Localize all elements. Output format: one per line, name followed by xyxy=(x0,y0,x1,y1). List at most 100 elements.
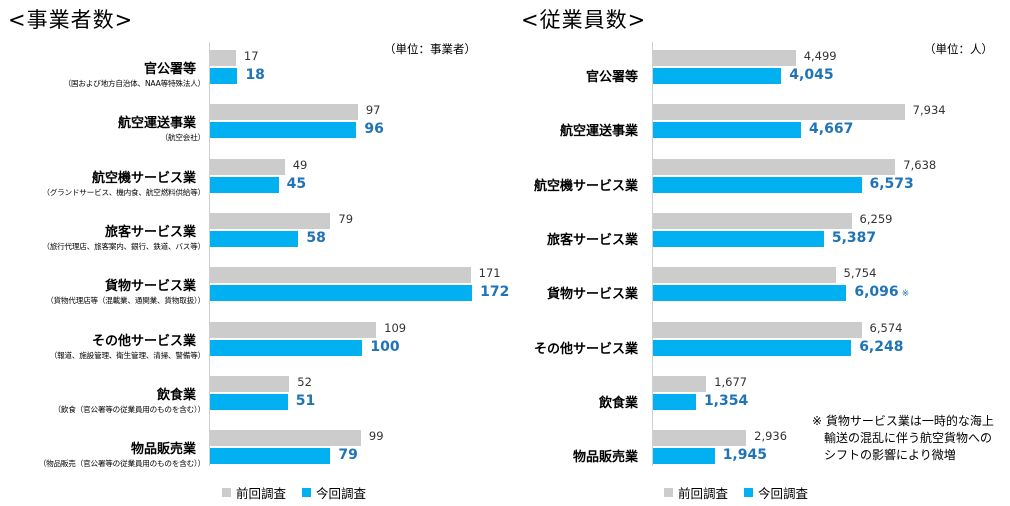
category-label: 物品販売業 xyxy=(572,450,638,466)
data-label-curr: 79 xyxy=(338,447,358,464)
data-label-curr: 6,096 ※ xyxy=(854,284,910,301)
left-chart-title: <事業者数> xyxy=(8,8,134,32)
data-label-prev: 5,754 xyxy=(843,266,877,281)
data-label-prev: 97 xyxy=(365,103,381,118)
left-legend: 前回調査 今回調査 xyxy=(222,483,382,502)
category-label: 旅客サービス業 xyxy=(104,224,196,240)
category-sublabel: （国および地方自治体、NAA等特殊法人） xyxy=(63,79,206,88)
category-label: 航空機サービス業 xyxy=(533,178,638,194)
legend-swatch-prev xyxy=(664,488,673,497)
bar-prev xyxy=(210,430,361,447)
footnote: ※ 貨物サービス業は一時的な海上 輸送の混乱に伴う航空貨物への シフトの影響によ… xyxy=(812,413,994,464)
category-label: 航空運送事業 xyxy=(559,124,638,140)
bar-prev xyxy=(653,375,707,392)
bar-prev xyxy=(210,50,236,66)
category-label: その他サービス業 xyxy=(91,333,196,349)
data-label-prev: 7,638 xyxy=(903,157,937,172)
bar-curr xyxy=(210,393,288,410)
category-label: 航空機サービス業 xyxy=(91,170,196,186)
category-label: 飲食業 xyxy=(598,395,638,411)
bar-curr xyxy=(210,339,363,356)
category-label: 飲食業 xyxy=(156,387,196,403)
category-sublabel: （報道、施設管理、衛生管理、清掃、警備等） xyxy=(49,350,205,360)
bar-curr xyxy=(210,176,279,193)
bar-curr xyxy=(653,285,847,302)
category-label: 航空運送事業 xyxy=(117,116,196,132)
bar-curr xyxy=(210,68,238,84)
legend-swatch-prev xyxy=(222,488,231,497)
data-label-prev: 7,934 xyxy=(912,103,946,118)
data-label-prev: 99 xyxy=(368,429,384,444)
bar-curr xyxy=(653,230,824,247)
data-label-prev: 79 xyxy=(338,211,354,226)
left-chart-axis xyxy=(209,42,210,466)
category-sublabel: （航空会社） xyxy=(160,133,206,143)
data-label-curr: 96 xyxy=(364,121,384,138)
category-label: 官公署等 xyxy=(143,62,196,77)
bar-curr xyxy=(210,230,299,247)
bar-prev xyxy=(210,321,377,338)
data-label-prev: 2,936 xyxy=(754,429,788,444)
category-sublabel: （旅行代理店、旅客案内、銀行、鉄道、バス等） xyxy=(42,241,205,251)
legend-swatch-curr xyxy=(302,488,312,497)
legend-label-prev: 前回調査 xyxy=(678,486,729,501)
legend-item-curr: 今回調査 xyxy=(744,483,808,502)
bar-curr xyxy=(210,448,331,465)
bar-prev xyxy=(653,321,862,338)
right-chart-title: <従業員数> xyxy=(521,8,647,32)
category-label: 物品販売業 xyxy=(130,442,196,458)
legend-swatch-curr xyxy=(744,488,754,497)
data-label-curr: 100 xyxy=(370,338,400,355)
bar-prev xyxy=(653,104,905,121)
data-label-curr: 51 xyxy=(295,392,316,409)
bar-prev xyxy=(653,267,836,284)
bar-curr xyxy=(210,285,473,302)
data-label-curr: 4,045 xyxy=(789,67,834,83)
bar-prev xyxy=(210,104,358,121)
data-label-prev: 1,677 xyxy=(714,374,748,389)
footnote-mark: ※ xyxy=(901,289,910,300)
right-legend: 前回調査 今回調査 xyxy=(664,483,824,502)
data-label-prev: 171 xyxy=(478,266,501,281)
legend-label-curr: 今回調査 xyxy=(316,486,367,501)
data-label-curr: 45 xyxy=(286,175,307,192)
category-sublabel: （グランドサービス、機内食、航空燃料供給等） xyxy=(42,187,205,197)
data-label-prev: 4,499 xyxy=(803,49,837,63)
category-label: 官公署等 xyxy=(585,70,638,85)
category-label: その他サービス業 xyxy=(533,341,638,357)
bar-curr xyxy=(653,122,802,139)
data-label-prev: 17 xyxy=(243,49,259,63)
data-label-curr: 6,573 xyxy=(869,175,914,192)
bar-curr xyxy=(653,339,852,356)
bar-prev xyxy=(653,212,852,229)
data-label-curr: 18 xyxy=(245,67,265,83)
bar-curr xyxy=(653,448,715,465)
data-label-curr: 1,354 xyxy=(703,392,749,409)
category-sublabel: （物品販売（官公署等の従業員用のものを含む）） xyxy=(38,459,205,469)
data-label-curr: 1,945 xyxy=(722,447,767,464)
right-chart-unit: （単位：人） xyxy=(924,42,993,56)
data-label-curr: 58 xyxy=(306,229,326,246)
category-sublabel: （貨物代理店等（混載業、通関業、貨物取扱）） xyxy=(46,296,205,306)
footnote-line: シフトの影響により微増 xyxy=(824,448,956,462)
data-label-prev: 52 xyxy=(297,374,312,389)
bar-curr xyxy=(210,122,357,139)
category-label: 旅客サービス業 xyxy=(546,232,638,248)
footnote-line: 輸送の混乱に伴う航空貨物への xyxy=(824,431,993,445)
legend-label-prev: 前回調査 xyxy=(236,486,287,501)
data-label-curr: 4,667 xyxy=(809,121,854,138)
bar-curr xyxy=(653,176,862,193)
legend-label-curr: 今回調査 xyxy=(758,486,809,501)
bar-prev xyxy=(210,212,331,229)
right-chart-axis xyxy=(652,42,653,466)
bar-prev xyxy=(210,158,285,175)
bar-curr xyxy=(653,68,782,84)
legend-item-curr: 今回調査 xyxy=(302,483,366,502)
footnote-line: ※ 貨物サービス業は一時的な海上 xyxy=(812,414,994,428)
bar-curr xyxy=(653,393,696,410)
left-chart-unit: （単位：事業者） xyxy=(384,42,476,56)
data-label-curr: 5,387 xyxy=(831,229,877,246)
data-label-curr: 6,248 xyxy=(859,338,904,355)
data-label-prev: 49 xyxy=(292,157,308,172)
bar-prev xyxy=(653,158,896,175)
